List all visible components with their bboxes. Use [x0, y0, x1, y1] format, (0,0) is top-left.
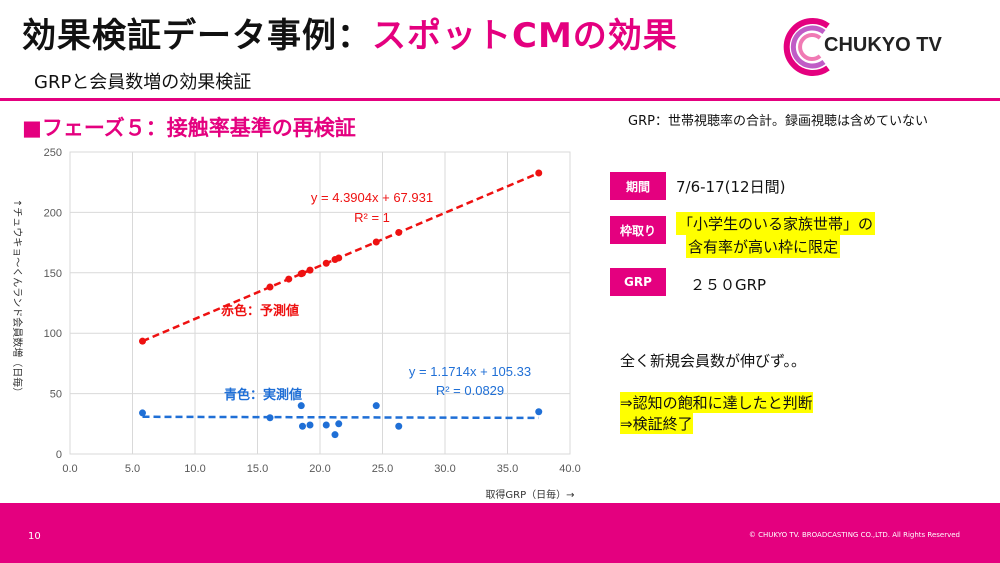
x-tick-label: 5.0 [125, 463, 140, 475]
grp-value: ２５０GRP [690, 276, 767, 294]
data-point [331, 431, 339, 439]
y-tick-label: 100 [44, 328, 62, 340]
data-point [395, 228, 403, 236]
data-point [297, 402, 305, 410]
period-tag: 期間 [610, 172, 666, 200]
period-value: 7/6-17(12日間) [676, 178, 786, 196]
x-tick-label: 40.0 [559, 463, 580, 475]
slot-line-1: 「小学生のいる家族世帯」の [676, 212, 876, 235]
page-title: 効果検証データ事例：スポットCMの効果 [22, 8, 678, 57]
y-tick-label: 250 [44, 147, 62, 159]
data-point [372, 402, 380, 410]
conclusion-line-1: 全く新規会員数が伸びず。。 [620, 352, 807, 370]
data-point [322, 259, 330, 267]
data-point [266, 283, 274, 291]
conclusion-line-3: ⇒検証終了 [620, 413, 693, 434]
data-point [285, 275, 293, 283]
chart-labels: y = 4.3904x + 67.931 R² = 1 赤色：予測値 y = 1.17… [221, 190, 531, 402]
footer-bar: 10 © CHUKYO TV. BROADCASTING CO.,LTD. Al… [0, 503, 1000, 563]
predicted-series-label: 赤色：予測値 [221, 303, 299, 318]
page-subtitle: GRPと会員数増の効果検証 [34, 72, 252, 93]
data-point [335, 254, 343, 262]
data-point [139, 409, 146, 417]
actual-equation: y = 1.1714x + 105.33 [409, 364, 531, 379]
data-point [299, 269, 306, 277]
y-axis-label: ↑チュウキョ～くんランド会員数増（日毎） [11, 199, 24, 397]
data-points [139, 169, 543, 439]
copyright: © CHUKYO TV. BROADCASTING CO.,LTD. All R… [748, 531, 960, 539]
actual-r2: R² = 0.0829 [436, 383, 504, 398]
predicted-r2: R² = 1 [354, 210, 390, 225]
trend-line-actual [142, 415, 539, 420]
chart-grid [69, 151, 571, 455]
title-accent: スポットCMの効果 [372, 16, 678, 56]
chukyo-tv-logo: CHUKYO TV [776, 12, 966, 82]
x-tick-label: 35.0 [497, 463, 518, 475]
data-point [335, 420, 343, 428]
grp-note: GRP：世帯視聴率の合計。録画視聴は含めていない [628, 114, 928, 129]
data-point [322, 421, 330, 429]
data-point [139, 337, 146, 345]
conclusion-line-2: ⇒認知の飽和に達したと判断 [620, 392, 813, 413]
predicted-equation: y = 4.3904x + 67.931 [311, 190, 433, 205]
chart-axes: 0 50 100 150 200 250 0.0 5.0 10.0 15.0 20.0 25.0 30.… [11, 147, 581, 501]
x-tick-label: 10.0 [184, 463, 205, 475]
trend-lines [142, 171, 540, 420]
x-tick-label: 30.0 [434, 463, 455, 475]
actual-series-label: 青色：実測値 [224, 387, 302, 402]
slot-line-2: 含有率が高い枠に限定 [686, 235, 841, 258]
data-point [395, 422, 403, 430]
page-number: 10 [28, 531, 41, 542]
scatter-chart: 0 50 100 150 200 250 0.0 5.0 10.0 15.0 20.0 25.0 30.… [11, 147, 581, 501]
slot-tag: 枠取り [610, 216, 666, 244]
grp-tag: GRP [610, 268, 666, 296]
logo-text: CHUKYO TV [824, 34, 942, 56]
title-main: 効果検証データ事例： [22, 16, 372, 56]
x-tick-label: 20.0 [309, 463, 330, 475]
phase-heading: ■フェーズ５：接触率基準の再検証 [22, 116, 356, 140]
y-tick-label: 200 [44, 207, 62, 219]
data-point [535, 408, 543, 416]
y-tick-label: 150 [44, 268, 62, 280]
header-divider [0, 98, 1000, 101]
data-point [372, 238, 380, 246]
x-tick-label: 15.0 [247, 463, 268, 475]
data-point [306, 266, 314, 274]
x-tick-label: 25.0 [372, 463, 393, 475]
x-axis-label: 取得GRP（日毎）→ [485, 488, 574, 501]
data-point [266, 414, 274, 422]
c-logo-icon [783, 18, 830, 76]
data-point [535, 169, 543, 177]
y-tick-label: 0 [56, 449, 62, 461]
y-tick-label: 50 [50, 389, 62, 401]
data-point [306, 421, 314, 429]
data-point [299, 422, 306, 430]
x-tick-label: 0.0 [62, 463, 77, 475]
